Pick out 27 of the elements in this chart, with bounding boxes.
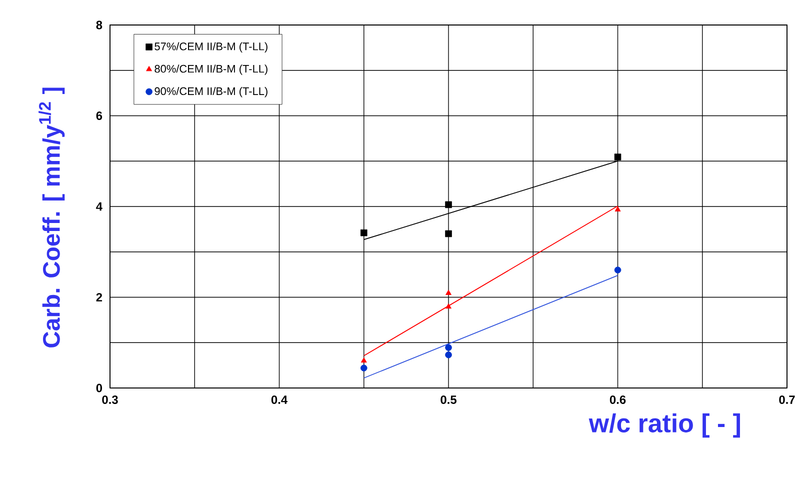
y-tick-label: 0 [96, 384, 102, 392]
point [360, 357, 367, 363]
point [446, 290, 452, 295]
x-tick-label: 0.6 [610, 395, 626, 404]
x-tick-label: 0.3 [102, 395, 118, 404]
point [445, 351, 452, 358]
point [614, 154, 622, 160]
y-tick-label: 4 [96, 202, 102, 211]
point [614, 206, 621, 212]
x-tick-label: 0.5 [440, 395, 456, 404]
point [360, 364, 368, 372]
y-tick-label: 6 [96, 112, 102, 120]
point [446, 303, 452, 309]
legend-label: 80%/CEM II/B-M (T-LL) [154, 64, 268, 75]
legend-label: 90%/CEM II/B-M (T-LL) [154, 87, 268, 98]
legend-label: 57%/CEM II/B-M (T-LL) [154, 42, 268, 52]
point [445, 230, 452, 238]
y-tick-label: 2 [96, 293, 102, 302]
x-tick-label: 0.7 [779, 395, 795, 404]
point [445, 344, 452, 351]
y-tick-label: 8 [96, 20, 102, 30]
x-tick-label: 0.4 [271, 395, 288, 404]
point [445, 201, 452, 208]
y-axis-title: Carb. Coeff. [ mm/y$^{1/2}$ ] [38, 88, 65, 348]
point [614, 266, 622, 274]
x-axis-title: w/c ratio [ - ] [588, 413, 740, 438]
point [360, 229, 368, 236]
